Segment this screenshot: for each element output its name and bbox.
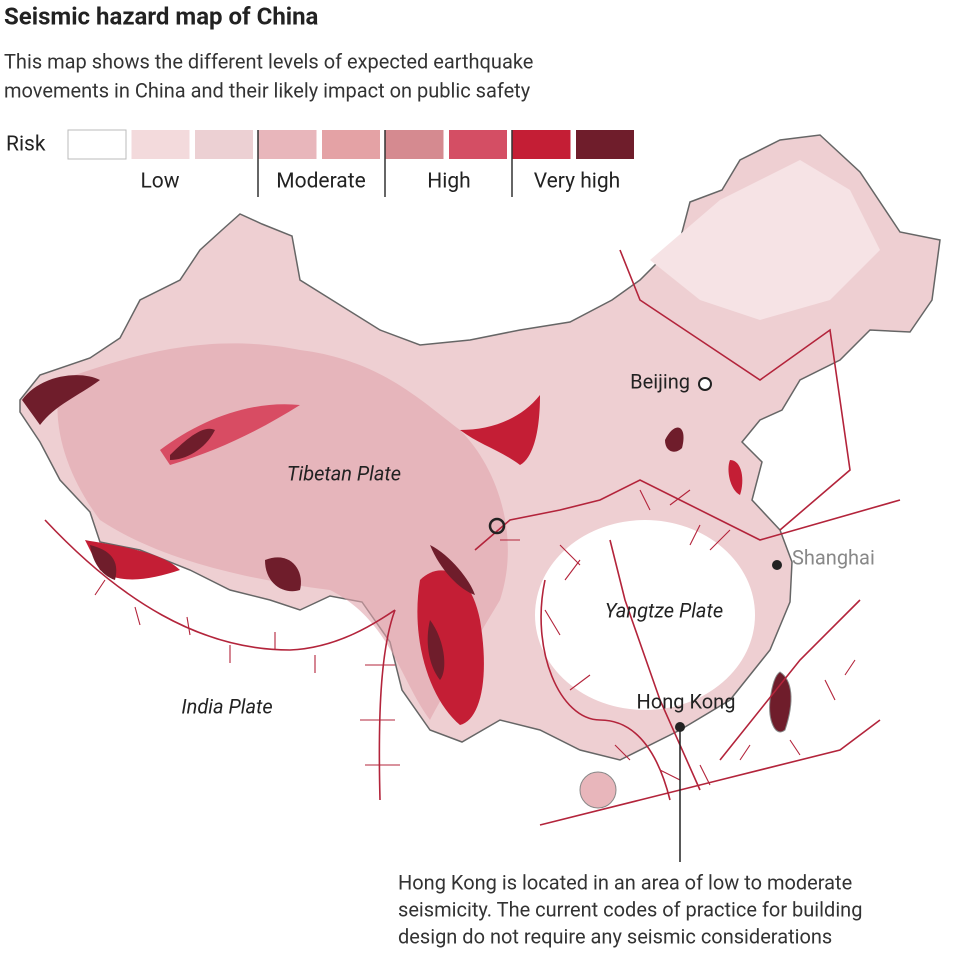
legend-swatch <box>512 130 571 159</box>
legend-swatch <box>449 130 507 159</box>
plate-label: India Plate <box>181 694 272 718</box>
capital-marker <box>698 377 712 391</box>
city-label: Beijing <box>630 369 690 393</box>
plate-label: Yangtze Plate <box>605 598 723 622</box>
city-marker <box>772 560 782 570</box>
legend-label: Moderate <box>276 170 365 194</box>
title: Seismic hazard map of China <box>4 2 319 30</box>
epicenter-marker <box>488 517 506 535</box>
legend-swatch <box>385 130 444 159</box>
subtitle: This map shows the different levels of e… <box>4 49 533 73</box>
legend-swatch <box>576 130 634 159</box>
legend-swatch <box>67 129 127 160</box>
legend-label: Low <box>140 170 179 194</box>
legend-label: Very high <box>534 170 621 194</box>
legend-swatch <box>258 130 317 159</box>
annotation: design do not require any seismic consid… <box>398 924 832 948</box>
legend-swatch <box>131 130 190 159</box>
subtitle: movements in China and their likely impa… <box>4 78 531 102</box>
city-label: Shanghai <box>792 545 875 569</box>
legend-swatch <box>195 130 253 159</box>
legend-swatch <box>322 130 380 159</box>
plate-label: Tibetan Plate <box>287 461 401 485</box>
map-labels: Tibetan Plate Yangtze Plate India Plate … <box>181 369 875 862</box>
legend-dividers <box>257 130 513 197</box>
legend-swatches <box>67 129 634 160</box>
city-label: Hong Kong <box>637 689 736 713</box>
annotation: Hong Kong is located in an area of low t… <box>398 870 852 894</box>
china-map <box>19 134 941 809</box>
legend-title: Risk <box>6 133 46 157</box>
legend-label: High <box>427 170 470 194</box>
annotation: seismicity. The current codes of practic… <box>398 897 862 921</box>
